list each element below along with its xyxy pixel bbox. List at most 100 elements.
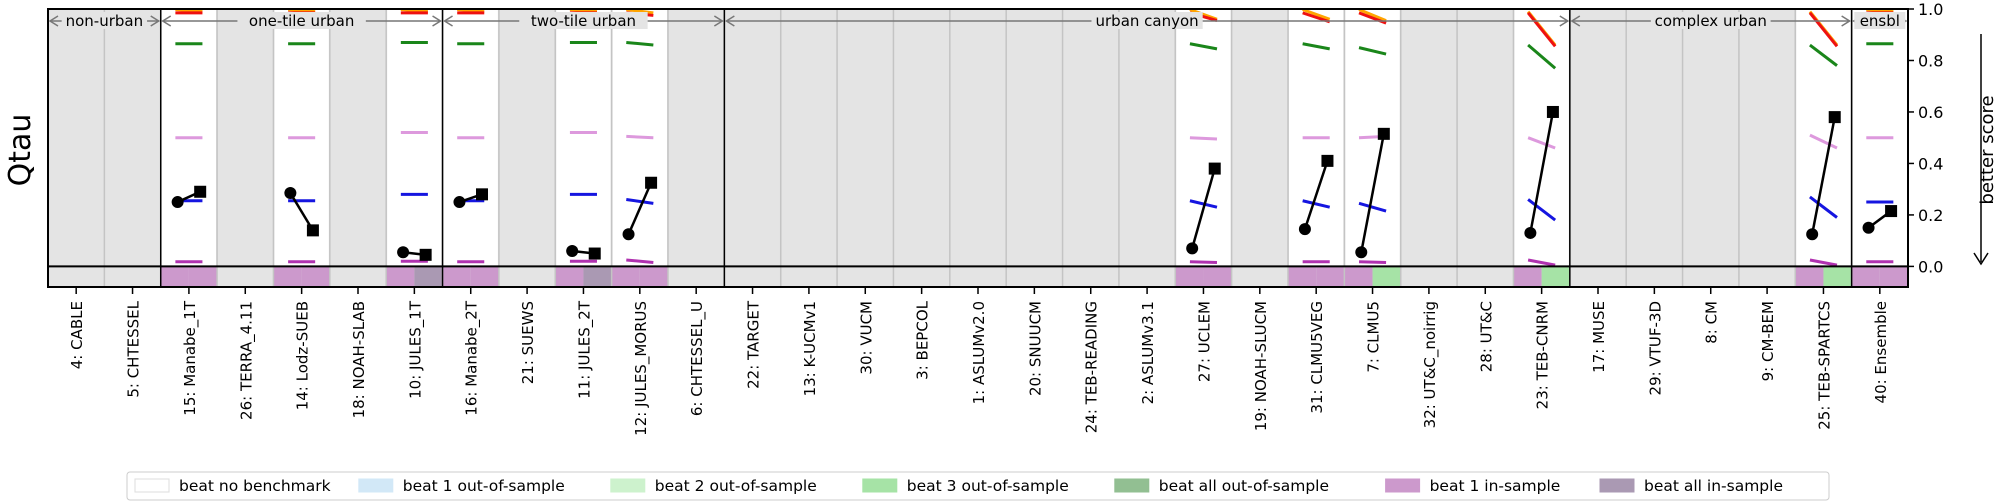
legend-swatch — [358, 478, 394, 493]
score-connector — [1360, 133, 1386, 253]
score-connector — [1190, 168, 1216, 249]
benchmark-segment — [1526, 11, 1557, 48]
score-point-circle — [1862, 221, 1875, 234]
score-point-square — [1546, 105, 1559, 118]
benchmark-segment — [1527, 43, 1557, 70]
score-connector — [1529, 111, 1555, 234]
strip-cell — [1541, 266, 1570, 287]
benchmark-segment — [1809, 195, 1838, 219]
x-tick-label: 18: NOAH-SLAB — [350, 301, 368, 418]
group-span-arrowhead — [713, 15, 724, 27]
strip-cell — [1344, 266, 1373, 287]
legend-label: beat no benchmark — [179, 477, 331, 495]
x-tick-label: 9: CM-BEM — [1759, 301, 1777, 381]
bottom-strip — [160, 266, 1908, 287]
score-point-circle — [1298, 223, 1311, 236]
highlight-column — [1514, 9, 1569, 267]
score-point-circle — [1355, 246, 1368, 259]
strip-cell — [1316, 266, 1345, 287]
strip-cell — [1823, 266, 1852, 287]
legend-swatch — [1385, 478, 1421, 493]
score-point-circle — [1806, 228, 1819, 241]
group-dividers — [159, 9, 1853, 287]
legend-label: beat 1 out-of-sample — [403, 477, 565, 495]
group-label: two-tile urban — [531, 12, 636, 30]
group-label: urban canyon — [1096, 12, 1199, 30]
score-point-circle — [566, 244, 579, 257]
y-axis-right-label: better score — [1977, 95, 1998, 204]
plot-area — [48, 9, 1908, 287]
legend-label: beat 3 out-of-sample — [907, 477, 1069, 495]
legend: beat no benchmark beat 1 out-of-sample bea… — [126, 471, 1830, 501]
x-tick-label: 17: MUSE — [1590, 301, 1608, 373]
benchmark-segment — [1527, 136, 1556, 150]
strip-cell — [414, 266, 443, 287]
y-tick-label: 0.4 — [1918, 154, 1943, 173]
score-point-square — [1208, 162, 1221, 175]
score-point-square — [476, 188, 488, 201]
benchmark-segment — [1808, 11, 1839, 48]
x-tick-label: 5: CHTESSEL — [125, 300, 143, 397]
strip-cell — [583, 266, 612, 287]
x-tick-label: 11: JULES_2T — [575, 300, 594, 399]
benchmark-segment — [1358, 201, 1387, 213]
benchmark-segment — [1527, 258, 1556, 267]
x-tick-label: 7: CLMU5 — [1365, 301, 1383, 373]
x-tick-label: 16: Manabe_2T — [463, 300, 482, 416]
benchmark-segment — [1302, 199, 1331, 209]
strip-cell — [1175, 266, 1204, 287]
group-span-arrowhead — [724, 15, 735, 27]
x-tick-label: 29: VTUF-3D — [1646, 301, 1664, 395]
highlight-column — [387, 9, 442, 267]
y-tick-label: 0.8 — [1918, 51, 1943, 70]
x-tick-label: 32: UT&C_noirrig — [1421, 301, 1440, 428]
x-tick-label: 19: NOAH-SLUCM — [1252, 301, 1270, 431]
score-point-square — [306, 224, 319, 237]
y-tick-label: 0.0 — [1918, 257, 1943, 276]
group-label: one-tile urban — [249, 12, 354, 30]
x-tick-label: 31: CLMU5VEG — [1308, 301, 1326, 414]
legend-label: beat all out-of-sample — [1159, 477, 1329, 495]
x-tick-label: 40: Ensemble — [1872, 301, 1890, 403]
group-span-arrowhead — [432, 15, 442, 27]
x-tick-label: 27: UCLEM — [1195, 301, 1213, 382]
score-connector — [627, 182, 653, 235]
strip-cell — [1851, 266, 1880, 287]
legend-swatch — [862, 478, 898, 493]
highlight-column — [556, 9, 611, 267]
group-span-arrowhead — [1559, 15, 1570, 27]
benchmark-segment — [626, 134, 654, 140]
x-tick-label: 6: CHTESSEL_U — [688, 301, 707, 416]
score-connector — [1810, 116, 1836, 235]
group-span-arrowhead — [150, 15, 161, 27]
y-axis-ticks: 0.0 0.2 0.4 0.6 0.8 1.0 — [1908, 0, 1943, 276]
x-tick-label: 15: Manabe_1T — [181, 300, 200, 416]
benchmark-segment — [1189, 42, 1218, 51]
group-label-bg — [1650, 12, 1771, 29]
strip-cell — [470, 266, 499, 287]
score-point-circle — [1524, 226, 1537, 239]
score-point-circle — [453, 196, 466, 209]
benchmark-segment — [1302, 8, 1331, 21]
group-span-arrowhead — [161, 15, 172, 27]
benchmark-segment — [1189, 260, 1218, 265]
score-point-circle — [171, 196, 184, 209]
benchmark-segment — [1809, 43, 1838, 67]
score-point-square — [1828, 111, 1841, 124]
x-tick-label: 30: VUCM — [857, 301, 875, 375]
highlight-column — [1796, 9, 1851, 267]
strip-cell — [386, 266, 415, 287]
benchmark-segment — [1358, 8, 1387, 22]
x-tick-label: 8: CM — [1703, 301, 1721, 344]
strip-cell — [1203, 266, 1232, 287]
benchmark-segment — [1189, 136, 1218, 141]
x-tick-label: 13: K-UCMv1 — [801, 301, 819, 396]
group-label-bg — [61, 12, 148, 29]
x-tick-label: 3: BEPCOL — [914, 300, 932, 379]
x-tick-label: 23: TEB-CNRM — [1534, 301, 1552, 409]
strip-cell — [1879, 266, 1908, 287]
y-tick-label: 1.0 — [1918, 0, 1943, 19]
benchmark-segment — [1302, 42, 1330, 51]
score-point-circle — [284, 187, 297, 200]
score-point-circle — [622, 228, 635, 241]
